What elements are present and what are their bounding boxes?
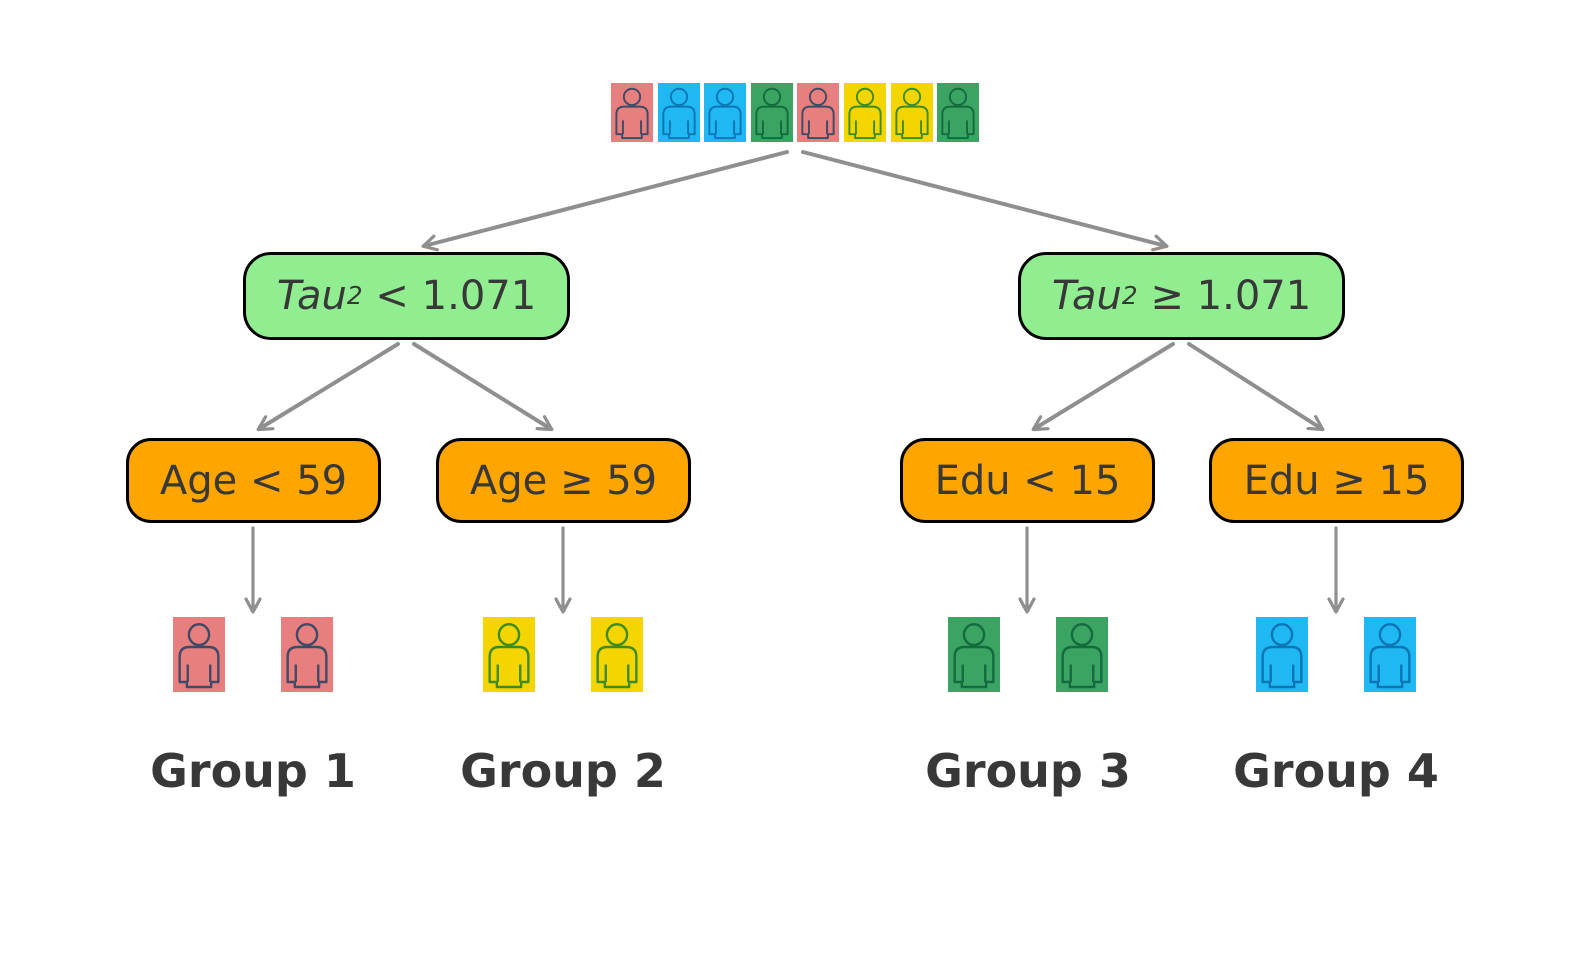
- person-icon-salmon: [173, 617, 225, 692]
- person-icon-blue: [1364, 617, 1416, 692]
- person-icon-salmon: [611, 83, 653, 142]
- group-4-members: [1256, 617, 1416, 692]
- group-1-members: [173, 617, 333, 692]
- split-condition: Edu < 15: [934, 457, 1121, 504]
- group-3-label: Group 3: [925, 744, 1131, 798]
- split-variable: Tau: [1051, 273, 1122, 319]
- split-node-tau-lt: Tau 2 < 1.071: [243, 252, 570, 340]
- split-condition: Edu ≥ 15: [1243, 457, 1430, 504]
- edge-right-split-to-edu-ge: [1187, 342, 1325, 432]
- group-3: Group 3: [925, 617, 1131, 798]
- split-node-age-lt: Age < 59: [126, 438, 381, 523]
- person-icon-green: [1056, 617, 1108, 692]
- edge-root-to-left-split: [421, 150, 789, 252]
- split-node-edu-lt: Edu < 15: [900, 438, 1155, 523]
- edge-right-split-to-edu-lt: [1031, 342, 1175, 432]
- split-node-age-ge: Age ≥ 59: [436, 438, 691, 523]
- group-2-label: Group 2: [460, 744, 666, 798]
- person-icon-blue: [704, 83, 747, 142]
- group-4: Group 4: [1233, 617, 1439, 798]
- person-icon-yellow: [483, 617, 535, 692]
- split-condition: Age < 59: [159, 457, 348, 504]
- split-node-tau-ge: Tau 2 ≥ 1.071: [1018, 252, 1345, 340]
- population-row: [611, 83, 980, 142]
- person-icon-yellow: [890, 83, 933, 142]
- person-icon-salmon: [797, 83, 840, 142]
- split-node-edu-ge: Edu ≥ 15: [1209, 438, 1464, 523]
- person-icon-blue: [1256, 617, 1308, 692]
- group-1: Group 1: [150, 617, 356, 798]
- split-variable: Tau: [276, 273, 347, 319]
- person-icon-green: [948, 617, 1000, 692]
- person-icon-green: [937, 83, 980, 142]
- person-icon-salmon: [281, 617, 333, 692]
- person-icon-green: [750, 83, 793, 142]
- edge-root-to-right-split: [801, 150, 1169, 252]
- group-1-label: Group 1: [150, 744, 356, 798]
- split-condition: ≥ 1.071: [1137, 273, 1312, 319]
- group-2-members: [483, 617, 643, 692]
- group-2: Group 2: [460, 617, 666, 798]
- edge-left-split-to-age-ge: [412, 342, 554, 432]
- person-icon-yellow: [843, 83, 886, 142]
- split-condition: Age ≥ 59: [469, 457, 658, 504]
- edge-left-split-to-age-lt: [256, 342, 400, 432]
- person-icon-blue: [657, 83, 700, 142]
- person-icon-yellow: [591, 617, 643, 692]
- split-condition: < 1.071: [362, 273, 537, 319]
- group-3-members: [948, 617, 1108, 692]
- group-4-label: Group 4: [1233, 744, 1439, 798]
